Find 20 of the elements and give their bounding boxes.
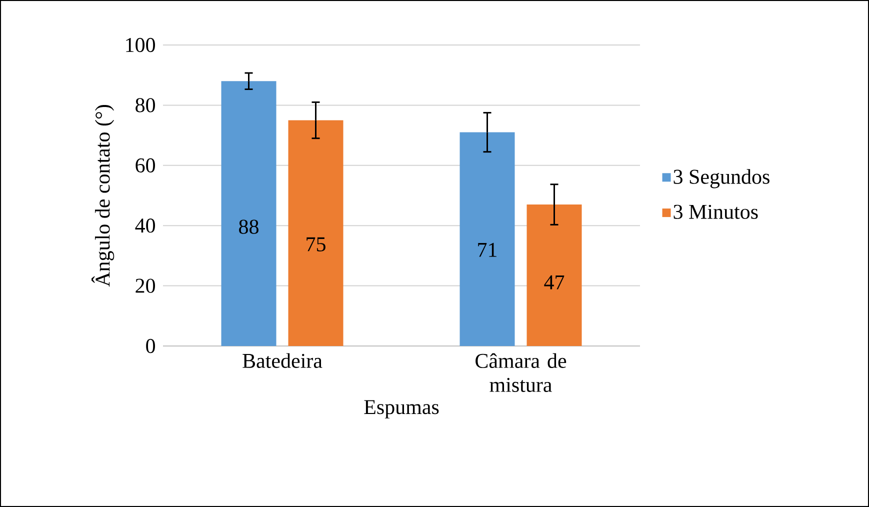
y-tick-label: 40 — [135, 218, 156, 233]
bar — [221, 81, 276, 346]
x-tick-label: Batedeira — [242, 353, 322, 368]
x-axis-title: Espumas — [364, 400, 439, 418]
y-tick-label: 0 — [146, 338, 156, 354]
y-tick-label: 20 — [136, 278, 156, 293]
data-label: 88 — [239, 220, 258, 234]
bar — [288, 120, 344, 346]
data-label: 47 — [544, 275, 564, 290]
bar — [526, 204, 582, 346]
x-tick-label: Câmara de mistura — [476, 353, 566, 392]
y-axis-title: Ângulo de contato (°) — [92, 105, 114, 287]
y-tick-label: 60 — [136, 158, 156, 172]
data-label: 75 — [306, 237, 326, 252]
y-tick-label: 80 — [136, 98, 156, 112]
data-label: 71 — [478, 242, 496, 257]
bar — [460, 132, 515, 346]
legend-label: 3 Segundos — [674, 169, 770, 188]
y-tick-label: 100 — [126, 38, 156, 52]
legend-label: 3 Minutos — [674, 204, 758, 219]
